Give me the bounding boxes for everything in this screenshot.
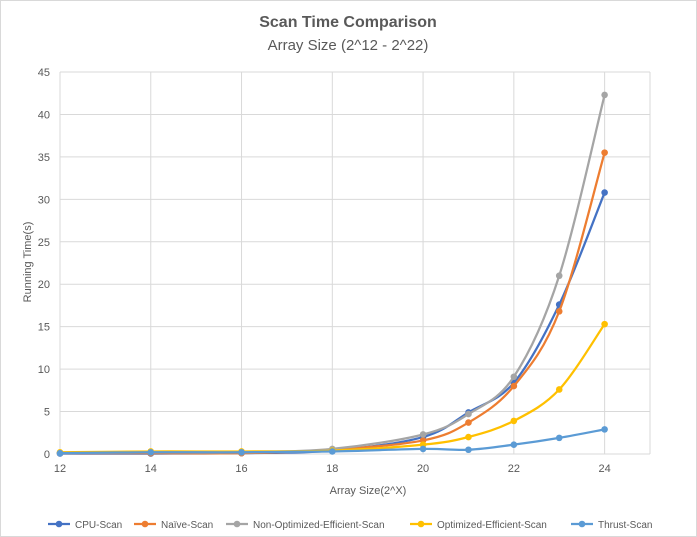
y-tick-label: 10 <box>38 364 50 376</box>
x-tick-label: 14 <box>145 463 157 475</box>
data-point <box>465 419 472 426</box>
legend-label: Thrust-Scan <box>598 520 652 531</box>
legend-label: CPU-Scan <box>75 520 122 531</box>
data-point <box>465 446 472 454</box>
x-tick-label: 20 <box>417 463 429 475</box>
legend-marker <box>417 520 425 528</box>
x-axis-tick-labels: 12 14 16 18 20 22 24 <box>54 463 611 475</box>
x-tick-label: 12 <box>54 463 66 475</box>
y-tick-label: 5 <box>44 407 50 419</box>
data-point <box>147 449 155 456</box>
chart-title: Scan Time Comparison <box>259 14 437 31</box>
data-point <box>510 417 518 425</box>
x-axis-title: Array Size(2^X) <box>330 485 407 497</box>
legend-label: Optimized-Efficient-Scan <box>437 520 547 531</box>
x-tick-label: 24 <box>598 463 610 475</box>
y-tick-label: 20 <box>38 279 50 291</box>
legend-marker <box>141 520 149 528</box>
data-point <box>601 149 608 156</box>
y-tick-label: 35 <box>38 152 50 164</box>
legend-marker <box>55 520 63 528</box>
legend-marker <box>233 520 241 528</box>
legend-marker <box>578 520 586 528</box>
legend-item-na-ve-scan: Naïve-Scan <box>134 520 213 531</box>
y-tick-label: 15 <box>38 322 50 334</box>
data-point <box>510 382 518 390</box>
x-tick-label: 22 <box>508 463 520 475</box>
data-point <box>510 441 518 448</box>
y-tick-label: 0 <box>44 449 50 461</box>
data-point <box>601 189 608 196</box>
x-tick-label: 16 <box>235 463 247 475</box>
series-layer <box>56 91 608 457</box>
y-tick-label: 30 <box>38 194 50 206</box>
series-thrust-scan <box>56 426 608 457</box>
data-point <box>465 433 472 441</box>
data-point <box>555 272 563 280</box>
data-point <box>601 91 608 99</box>
y-tick-label: 45 <box>38 67 50 79</box>
data-point <box>601 320 608 328</box>
data-point <box>555 434 563 442</box>
data-point <box>56 449 64 457</box>
legend: CPU-Scan Naïve-Scan Non-Optimized-Efficien… <box>48 520 652 531</box>
data-point <box>510 373 518 381</box>
data-point <box>238 449 245 456</box>
legend-item-optimized-efficient-scan: Optimized-Efficient-Scan <box>410 520 547 531</box>
data-point <box>329 448 336 455</box>
legend-item-thrust-scan: Thrust-Scan <box>571 520 652 531</box>
data-point <box>555 308 563 315</box>
x-tick-label: 18 <box>326 463 338 475</box>
y-axis-title: Running Time(s) <box>22 222 34 303</box>
legend-item-non-optimized-efficient-scan: Non-Optimized-Efficient-Scan <box>226 520 385 531</box>
data-point <box>465 410 472 418</box>
legend-label: Naïve-Scan <box>161 520 213 531</box>
legend-label: Non-Optimized-Efficient-Scan <box>253 520 385 531</box>
y-tick-label: 25 <box>38 237 50 249</box>
data-point <box>601 426 608 433</box>
legend-item-cpu-scan: CPU-Scan <box>48 520 122 531</box>
data-point <box>419 445 427 453</box>
series-line <box>59 428 605 455</box>
chart-subtitle: Array Size (2^12 - 2^22) <box>268 37 429 54</box>
data-point <box>555 386 563 393</box>
data-point <box>419 431 427 438</box>
y-axis-tick-labels: 0 5 10 15 20 25 30 35 40 45 <box>38 67 50 461</box>
y-tick-label: 40 <box>38 109 50 121</box>
